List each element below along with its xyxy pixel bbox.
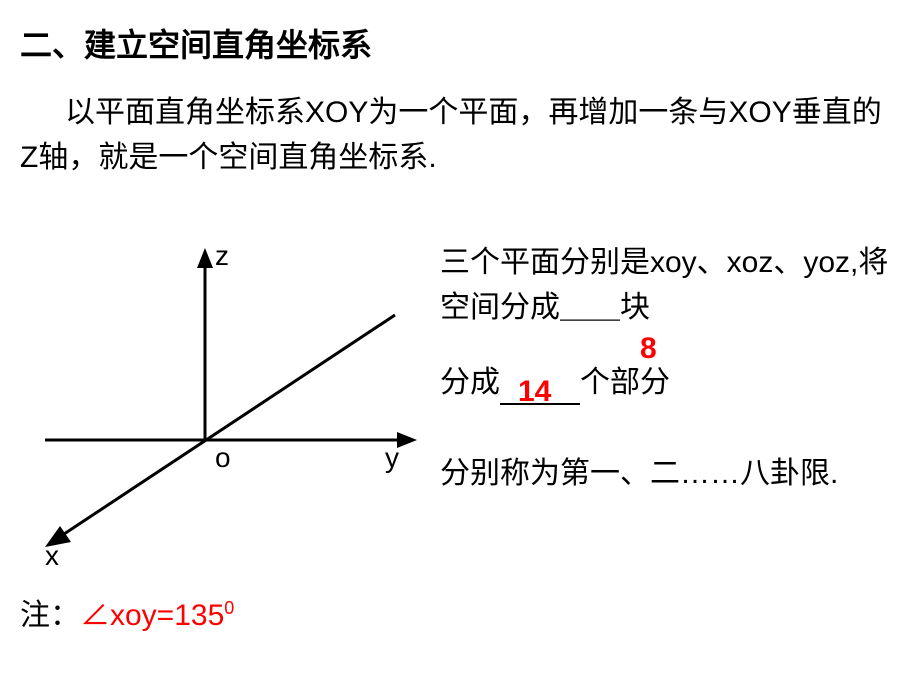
answer-14: 14 [518, 369, 551, 414]
slide-page: 二、建立空间直角坐标系 以平面直角坐标系XOY为一个平面，再增加一条与XOY垂直… [0, 0, 920, 690]
note-prefix: 注： [20, 599, 80, 632]
z-axis-label: z [215, 240, 229, 272]
blank-14: 14 [500, 373, 580, 405]
parts-sentence: 分成14个部分 [440, 360, 910, 405]
parts-post: 个部分 [580, 366, 670, 399]
coordinate-diagram: z o y x [25, 230, 425, 570]
origin-label: o [215, 442, 231, 474]
right-text-block: 三个平面分别是xoy、xoz、yoz,将空间分成＿＿块 8 分成14个部分 分别… [440, 240, 910, 496]
parts-pre: 分成 [440, 366, 500, 399]
intro-paragraph: 以平面直角坐标系XOY为一个平面，再增加一条与XOY垂直的Z轴，就是一个空间直角… [20, 90, 900, 180]
x-axis-label: x [45, 540, 59, 572]
note-angle-text: ∠xoy=135 [80, 599, 224, 632]
axes-svg [25, 230, 425, 570]
planes-sentence: 三个平面分别是xoy、xoz、yoz,将空间分成＿＿块 8 [440, 240, 910, 330]
octant-sentence: 分别称为第一、二……八卦限. [440, 451, 910, 496]
y-axis-label: y [385, 442, 399, 474]
note-angle: ∠xoy=1350 [80, 599, 234, 632]
section-title: 二、建立空间直角坐标系 [20, 20, 372, 66]
note-line: 注：∠xoy=1350 [20, 590, 234, 634]
note-angle-sup: 0 [224, 598, 234, 618]
planes-text: 三个平面分别是xoy、xoz、yoz,将空间分成＿＿块 [440, 246, 888, 324]
